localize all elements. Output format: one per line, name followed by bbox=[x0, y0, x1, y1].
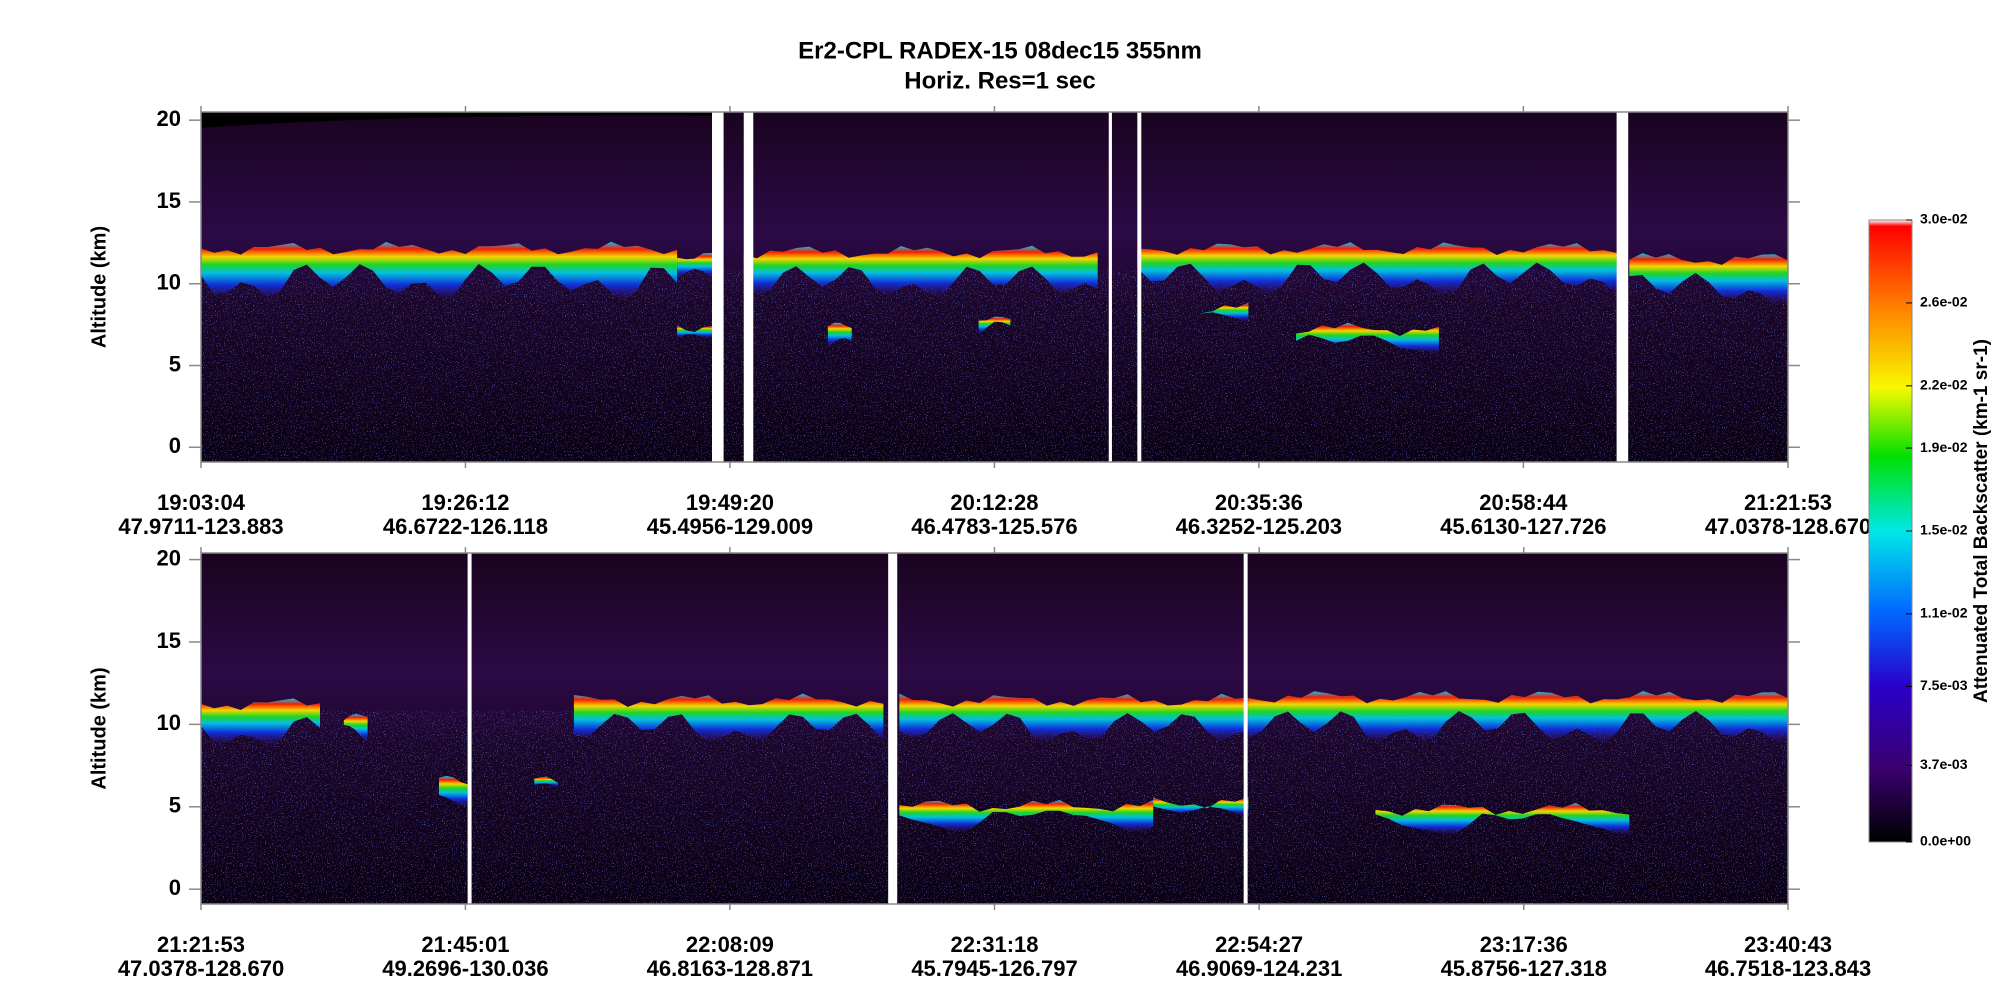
y-axis-label: Altitude (km) bbox=[88, 226, 110, 348]
x-tick-location: 46.6722-126.118 bbox=[383, 514, 548, 539]
x-tick-location: 47.0378-128.670 bbox=[118, 956, 284, 981]
speckle bbox=[201, 710, 1788, 904]
x-tick-location: 46.8163-128.871 bbox=[647, 956, 813, 981]
colorbar-label: Attenuated Total Backscatter (km-1 sr-1) bbox=[1971, 339, 1992, 703]
x-tick-label: 21:21:53 bbox=[157, 932, 245, 957]
y-tick-label: 5 bbox=[169, 351, 181, 376]
y-tick-label: 0 bbox=[169, 875, 181, 900]
y-tick-label: 10 bbox=[157, 270, 181, 295]
y-tick-label: 15 bbox=[157, 628, 181, 653]
cloud-layer bbox=[1200, 302, 1249, 323]
cloud-layer bbox=[1629, 253, 1788, 306]
x-tick-location: 47.9711-123.883 bbox=[118, 514, 283, 539]
y-tick-label: 5 bbox=[169, 793, 181, 818]
x-tick-location: 45.4956-129.009 bbox=[647, 514, 813, 539]
y-tick-label: 20 bbox=[157, 106, 181, 131]
x-tick-location: 49.2696-130.036 bbox=[382, 956, 548, 981]
x-tick-label: 21:21:53 bbox=[1744, 490, 1832, 515]
x-tick-label: 19:49:20 bbox=[686, 490, 774, 515]
x-tick-label: 23:40:43 bbox=[1744, 932, 1832, 957]
title: Er2-CPL RADEX-15 08dec15 355nm bbox=[798, 37, 1202, 64]
colorbar-tick-label: 0.0e+00 bbox=[1920, 833, 1971, 849]
x-tick-location: 46.7518-123.843 bbox=[1705, 956, 1871, 981]
x-tick-location: 46.9069-124.231 bbox=[1176, 956, 1342, 981]
colorbar bbox=[1868, 219, 1913, 843]
cloud-layer bbox=[899, 799, 1154, 834]
colorbar-tick-label: 1.5e-02 bbox=[1920, 522, 1968, 538]
x-tick-location: 45.6130-127.726 bbox=[1440, 514, 1606, 539]
data-gap bbox=[1243, 553, 1248, 904]
colorbar-tick-label: 1.1e-02 bbox=[1920, 605, 1968, 621]
cloud-layer bbox=[534, 776, 559, 788]
y-tick-label: 15 bbox=[157, 188, 181, 213]
x-tick-label: 23:17:36 bbox=[1480, 932, 1568, 957]
data-gap bbox=[1137, 112, 1142, 462]
data-gap bbox=[712, 112, 724, 462]
noise bbox=[201, 710, 1788, 904]
data-gap bbox=[1616, 112, 1629, 462]
cloud-layer bbox=[201, 698, 320, 746]
colorbar-tick-label: 1.9e-02 bbox=[1920, 439, 1968, 455]
cloud-layer bbox=[1248, 691, 1788, 744]
cloud-layer bbox=[343, 713, 368, 743]
x-tick-location: 45.8756-127.318 bbox=[1441, 956, 1607, 981]
x-tick-location: 45.7945-126.797 bbox=[911, 956, 1077, 981]
data-gap bbox=[467, 553, 472, 904]
x-tick-label: 22:54:27 bbox=[1215, 932, 1303, 957]
noise bbox=[201, 269, 1788, 462]
subtitle: Horiz. Res=1 sec bbox=[904, 67, 1095, 94]
colorbar-tick-label: 2.2e-02 bbox=[1920, 377, 1968, 393]
colorbar-tick-label: 2.6e-02 bbox=[1920, 294, 1968, 310]
data-gap bbox=[888, 553, 898, 904]
speckle bbox=[201, 269, 1788, 462]
y-tick-label: 20 bbox=[157, 545, 181, 570]
cloud-layer bbox=[743, 245, 1098, 298]
x-tick-location: 46.4783-125.576 bbox=[911, 514, 1077, 539]
x-tick-label: 19:26:12 bbox=[421, 490, 509, 515]
cloud-layer bbox=[1137, 242, 1617, 297]
x-tick-label: 19:03:04 bbox=[157, 490, 246, 515]
x-tick-label: 21:45:01 bbox=[421, 932, 509, 957]
x-tick-label: 22:08:09 bbox=[686, 932, 774, 957]
data-gap bbox=[743, 112, 754, 462]
cloud-layer bbox=[1153, 797, 1249, 817]
colorbar-tick-label: 7.5e-03 bbox=[1920, 677, 1968, 693]
cloud-layer bbox=[573, 693, 884, 744]
y-tick-label: 0 bbox=[169, 433, 181, 458]
data-gap bbox=[1108, 112, 1112, 462]
colorbar-tick-label: 3.0e-02 bbox=[1920, 211, 1968, 227]
x-tick-label: 20:58:44 bbox=[1479, 490, 1568, 515]
cloud-layer bbox=[899, 693, 1249, 743]
cloud-layer bbox=[978, 316, 1011, 336]
x-tick-location: 46.3252-125.203 bbox=[1176, 514, 1342, 539]
x-tick-label: 20:35:36 bbox=[1215, 490, 1303, 515]
cloud-layer bbox=[677, 325, 712, 339]
cloud-layer bbox=[201, 241, 678, 302]
cloud-layer bbox=[677, 253, 712, 280]
cloud-layer bbox=[439, 775, 468, 809]
x-tick-location: 47.0378-128.670 bbox=[1705, 514, 1871, 539]
cloud-layer bbox=[827, 322, 852, 348]
x-tick-label: 22:31:18 bbox=[950, 932, 1038, 957]
cloud-layer bbox=[1375, 802, 1630, 836]
cloud-layer bbox=[1296, 322, 1439, 356]
colorbar-tick-label: 3.7e-03 bbox=[1920, 756, 1968, 772]
y-tick-label: 10 bbox=[157, 710, 181, 735]
no-data-region bbox=[201, 112, 725, 128]
x-tick-label: 20:12:28 bbox=[950, 490, 1038, 515]
y-axis-label: Altitude (km) bbox=[88, 667, 110, 789]
